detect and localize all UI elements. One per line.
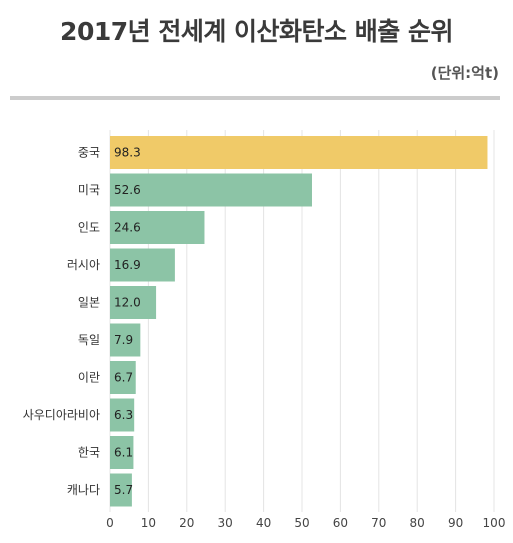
x-tick-label: 60 [333, 516, 348, 530]
bar [110, 323, 141, 357]
bar [110, 248, 175, 282]
bar [110, 436, 134, 469]
title-divider [10, 96, 500, 100]
bar [110, 473, 132, 507]
x-tick-label: 80 [410, 516, 425, 530]
bar [110, 136, 488, 169]
bar [110, 173, 312, 207]
bar [110, 361, 136, 394]
category-label: 캐나다 [67, 483, 100, 497]
data-label: 52.6 [114, 183, 141, 197]
category-label: 한국 [78, 446, 100, 460]
unit-label: (단위:억t) [430, 64, 499, 82]
category-label: 사우디아라비아 [23, 408, 100, 422]
data-label: 12.0 [114, 296, 141, 310]
category-label: 이란 [78, 371, 100, 385]
x-tick-label: 20 [179, 516, 194, 530]
bar [110, 286, 157, 319]
category-label: 인도 [78, 221, 100, 235]
category-label: 독일 [78, 333, 100, 347]
bar [110, 211, 205, 244]
data-label: 24.6 [114, 221, 141, 235]
data-label: 6.3 [114, 408, 133, 422]
bar [110, 398, 135, 432]
x-tick-label: 90 [448, 516, 463, 530]
category-label: 러시아 [67, 258, 100, 272]
x-tick-label: 0 [106, 516, 114, 530]
data-label: 98.3 [114, 146, 141, 160]
data-label: 5.7 [114, 483, 133, 497]
category-label: 일본 [78, 296, 100, 310]
data-label: 7.9 [114, 333, 133, 347]
category-label: 미국 [78, 183, 100, 197]
chart-title: 2017년 전세계 이산화탄소 배출 순위 [60, 17, 453, 46]
data-label: 16.9 [114, 258, 141, 272]
category-label: 중국 [78, 146, 100, 160]
x-tick-label: 70 [371, 516, 386, 530]
x-tick-label: 50 [294, 516, 309, 530]
x-tick-label: 100 [483, 516, 506, 530]
data-label: 6.7 [114, 371, 133, 385]
x-tick-label: 40 [256, 516, 271, 530]
data-label: 6.1 [114, 446, 133, 460]
x-tick-label: 30 [218, 516, 233, 530]
x-tick-label: 10 [141, 516, 156, 530]
